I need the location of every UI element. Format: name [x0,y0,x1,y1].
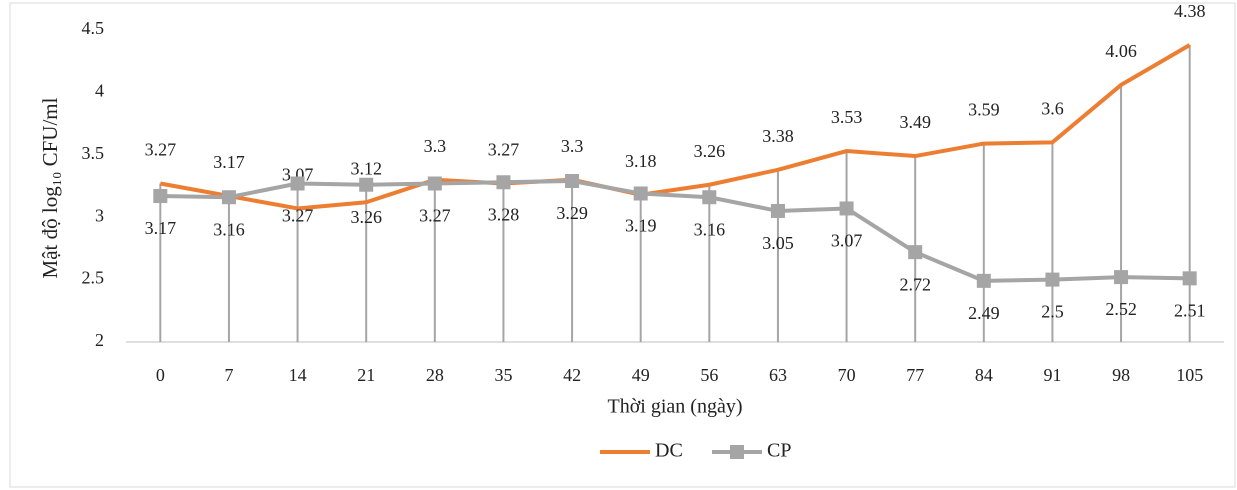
x-tick-label: 14 [289,365,307,385]
data-label: 3.59 [968,100,1000,120]
marker [908,245,923,260]
data-label: 3.6 [1041,98,1064,118]
data-label: 3.38 [762,126,794,146]
data-label: 3.16 [213,219,245,239]
y-tick-label: 2 [95,330,104,350]
data-label: 2.51 [1174,300,1206,320]
marker [976,273,991,288]
data-label: 3.17 [213,152,245,172]
x-tick-label: 84 [975,365,993,385]
marker [1114,270,1129,285]
legend-label: DC [655,440,683,462]
data-label: 3.19 [625,216,657,236]
data-label: 3.18 [625,151,657,171]
marker [839,201,854,216]
x-tick-label: 70 [838,365,856,385]
x-axis-label: Thời gian (ngày) [608,396,743,418]
marker [221,190,236,205]
marker [427,176,442,191]
data-label: 3.53 [831,107,863,127]
data-label: 3.12 [350,158,382,178]
marker [153,188,168,203]
data-label: 2.5 [1041,302,1064,322]
series-line [160,179,1190,283]
y-tick-label: 2.5 [82,268,105,288]
data-label: 3.28 [488,204,520,224]
x-tick-label: 21 [357,365,375,385]
legend-label: CP [767,440,791,462]
marker [1045,272,1060,287]
data-label: 3.27 [282,206,314,226]
data-label: 3.27 [419,206,451,226]
x-tick-label: 0 [156,365,165,385]
x-tick-label: 28 [426,365,444,385]
marker [1182,271,1197,286]
data-label: 3.3 [561,136,584,156]
x-tick-label: 49 [632,365,650,385]
data-label: 2.72 [899,274,931,294]
data-label: 3.29 [556,203,588,223]
x-tick-label: 7 [224,365,233,385]
data-label: 3.07 [282,165,314,185]
data-label: 4.38 [1174,1,1206,21]
data-label: 4.06 [1105,41,1137,61]
x-tick-label: 35 [494,365,512,385]
data-label: 3.49 [899,112,931,132]
y-tick-label: 3.5 [82,143,105,163]
data-label: 2.52 [1105,299,1137,319]
series-line [159,43,1191,211]
x-tick-label: 42 [563,365,581,385]
data-label: 3.3 [424,136,447,156]
x-tick-label: 91 [1043,365,1061,385]
y-tick-label: 4.5 [82,18,105,38]
x-tick-label: 77 [906,365,924,385]
x-tick-label: 63 [769,365,787,385]
legend-marker [730,445,744,459]
marker [496,175,511,190]
y-tick-label: 3 [95,205,104,225]
marker [633,186,648,201]
data-label: 3.27 [145,140,177,160]
chart-border [9,2,1236,488]
data-label: 2.49 [968,303,1000,323]
data-label: 3.26 [694,141,726,161]
data-label: 3.27 [488,140,520,160]
x-tick-label: 105 [1176,365,1203,385]
marker [359,177,374,192]
data-label: 3.05 [762,233,794,253]
marker [770,203,785,218]
y-axis-label: Mật độ log₁₀ CFU/ml [38,97,62,278]
data-label: 3.16 [694,219,726,239]
y-tick-label: 4 [95,81,104,101]
data-label: 3.07 [831,231,863,251]
data-label: 3.26 [350,207,382,227]
marker [290,176,305,191]
x-tick-label: 98 [1112,365,1130,385]
marker [702,190,717,205]
x-tick-label: 56 [700,365,718,385]
marker [565,174,580,189]
data-label: 3.17 [145,218,177,238]
